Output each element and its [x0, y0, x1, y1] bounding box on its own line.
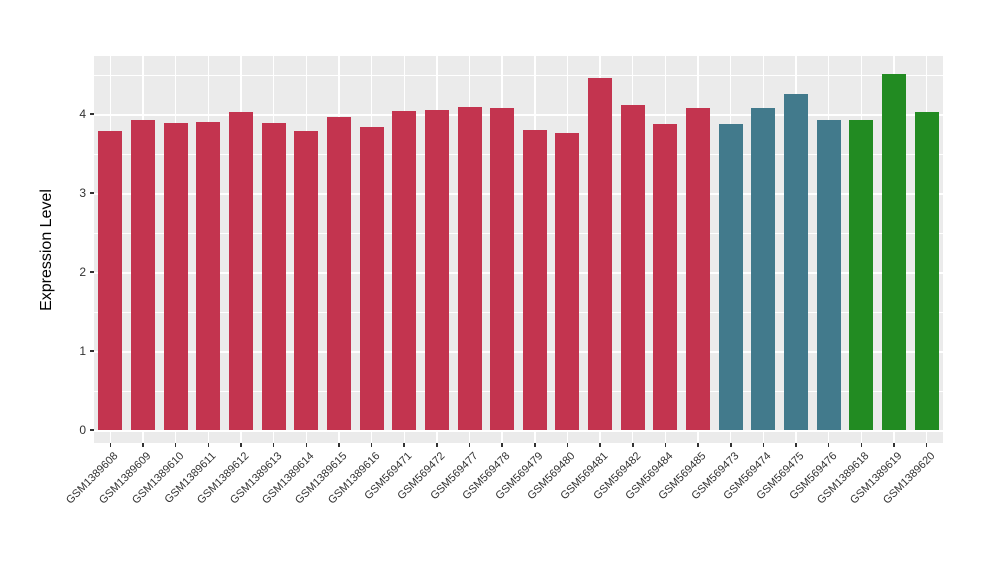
x-tick-mark-GSM569479	[534, 443, 536, 447]
plot-panel	[94, 56, 943, 443]
x-tick-mark-GSM1389619	[893, 443, 895, 447]
x-tick-mark-GSM569475	[795, 443, 797, 447]
x-tick-mark-GSM1389615	[338, 443, 340, 447]
gridline-major-y-2	[94, 272, 943, 274]
x-tick-mark-GSM569484	[664, 443, 667, 447]
y-tick-mark-2	[90, 271, 94, 273]
y-tick-label-4: 4	[79, 107, 86, 121]
gridline-minor-y-3.5	[94, 153, 943, 155]
y-tick-label-2: 2	[79, 265, 86, 279]
y-tick-mark-1	[90, 350, 94, 352]
x-tick-mark-GSM1389613	[272, 443, 275, 447]
gridline-minor-y-0.5	[94, 390, 943, 392]
bar-GSM569478	[490, 108, 515, 430]
bar-GSM569476	[816, 120, 841, 430]
x-tick-mark-GSM569478	[501, 443, 503, 447]
x-tick-mark-GSM569472	[436, 443, 438, 447]
x-tick-mark-GSM569476	[827, 443, 830, 447]
x-tick-mark-GSM1389612	[240, 443, 242, 447]
gridline-major-y-0	[94, 430, 943, 432]
y-axis-title-text: Expression Level	[38, 189, 55, 311]
bar-GSM1389618	[849, 120, 874, 430]
gridline-major-y-3	[94, 193, 943, 195]
x-tick-mark-GSM569481	[599, 443, 601, 447]
x-tick-mark-GSM569482	[632, 443, 634, 447]
bar-GSM1389620	[914, 112, 939, 430]
bar-GSM1389611	[196, 121, 221, 430]
bar-GSM1389608	[98, 131, 123, 430]
bar-GSM569477	[457, 106, 482, 430]
bar-GSM569482	[620, 105, 645, 430]
x-tick-mark-GSM1389608	[109, 443, 112, 447]
gridline-minor-y-1.5	[94, 311, 943, 313]
x-tick-mark-GSM1389609	[142, 443, 144, 447]
x-tick-mark-GSM1389611	[207, 443, 210, 447]
bar-GSM569474	[751, 107, 776, 430]
y-tick-mark-4	[90, 113, 94, 115]
bar-GSM1389612	[228, 112, 253, 430]
x-tick-mark-GSM1389610	[174, 443, 177, 447]
bar-GSM569480	[555, 132, 580, 430]
x-tick-mark-GSM569477	[468, 443, 471, 447]
bar-GSM569473	[718, 124, 743, 430]
y-tick-label-3: 3	[79, 186, 86, 200]
bar-GSM569485	[686, 107, 711, 430]
bar-GSM1389613	[261, 122, 286, 430]
x-tick-mark-GSM569471	[403, 443, 405, 447]
bar-GSM1389615	[326, 117, 351, 430]
y-tick-mark-0	[90, 429, 94, 431]
bar-GSM1389610	[163, 123, 188, 430]
x-tick-mark-GSM1389620	[925, 443, 928, 447]
gridline-major-y-4	[94, 114, 943, 116]
bar-GSM569472	[424, 110, 449, 430]
bar-GSM569481	[588, 78, 613, 430]
y-tick-mark-3	[90, 192, 94, 194]
x-tick-mark-GSM1389618	[860, 443, 863, 447]
y-tick-label-1: 1	[79, 344, 86, 358]
bar-GSM569475	[784, 94, 809, 430]
bar-GSM1389619	[882, 73, 907, 430]
x-tick-mark-GSM569480	[566, 443, 569, 447]
x-tick-mark-GSM569474	[762, 443, 765, 447]
x-tick-mark-GSM1389616	[370, 443, 373, 447]
x-tick-mark-GSM1389614	[305, 443, 307, 447]
x-tick-mark-GSM569473	[730, 443, 732, 447]
bar-GSM569479	[522, 129, 547, 430]
y-tick-label-0: 0	[79, 423, 86, 437]
gridline-minor-y-2.5	[94, 232, 943, 234]
gridline-major-y-1	[94, 351, 943, 353]
x-tick-mark-GSM569485	[697, 443, 699, 447]
bar-GSM569484	[653, 124, 678, 430]
gridline-minor-y-4.5	[94, 74, 943, 76]
bar-GSM1389616	[359, 127, 384, 430]
bar-GSM1389609	[130, 120, 155, 430]
bar-GSM569471	[392, 110, 417, 430]
bar-GSM1389614	[294, 131, 319, 430]
